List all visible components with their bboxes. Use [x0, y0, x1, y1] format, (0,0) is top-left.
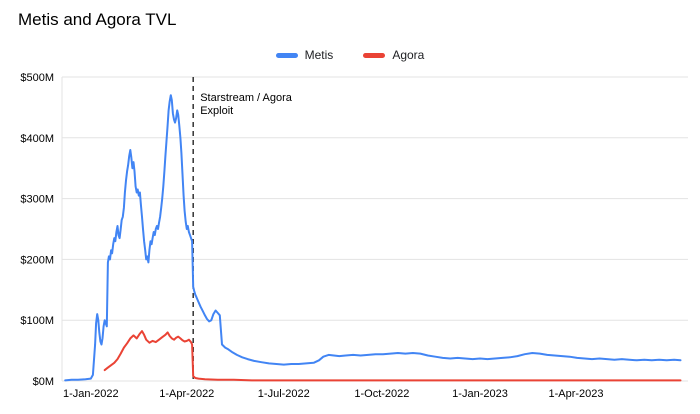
y-tick-label: $0M — [33, 376, 54, 388]
exploit-annotation-text: Exploit — [200, 105, 233, 117]
legend-item-metis: Metis — [275, 48, 334, 62]
x-tick-label: 1-Apr-2023 — [548, 388, 603, 400]
legend-item-agora: Agora — [363, 48, 424, 62]
x-tick-label: 1-Jan-2023 — [452, 388, 508, 400]
y-tick-label: $400M — [20, 133, 54, 145]
y-tick-label: $300M — [20, 194, 54, 206]
chart-legend: Metis Agora — [0, 48, 700, 62]
metis-legend-label: Metis — [304, 48, 334, 62]
agora-legend-swatch — [363, 52, 386, 58]
agora-legend-label: Agora — [392, 48, 425, 62]
y-tick-label: $100M — [20, 315, 54, 327]
exploit-annotation-text: Starstream / Agora — [200, 92, 293, 104]
metis-series-line — [64, 94, 682, 382]
agora-series-line — [103, 330, 682, 382]
chart-title: Metis and Agora TVL — [18, 10, 177, 29]
x-tick-label: 1-Jul-2022 — [258, 388, 310, 400]
y-tick-label: $200M — [20, 254, 54, 266]
x-tick-label: 1-Jan-2022 — [63, 388, 119, 400]
metis-legend-swatch — [275, 52, 298, 58]
x-tick-label: 1-Oct-2022 — [354, 388, 409, 400]
y-tick-label: $500M — [20, 72, 54, 84]
x-tick-label: 1-Apr-2022 — [159, 388, 214, 400]
